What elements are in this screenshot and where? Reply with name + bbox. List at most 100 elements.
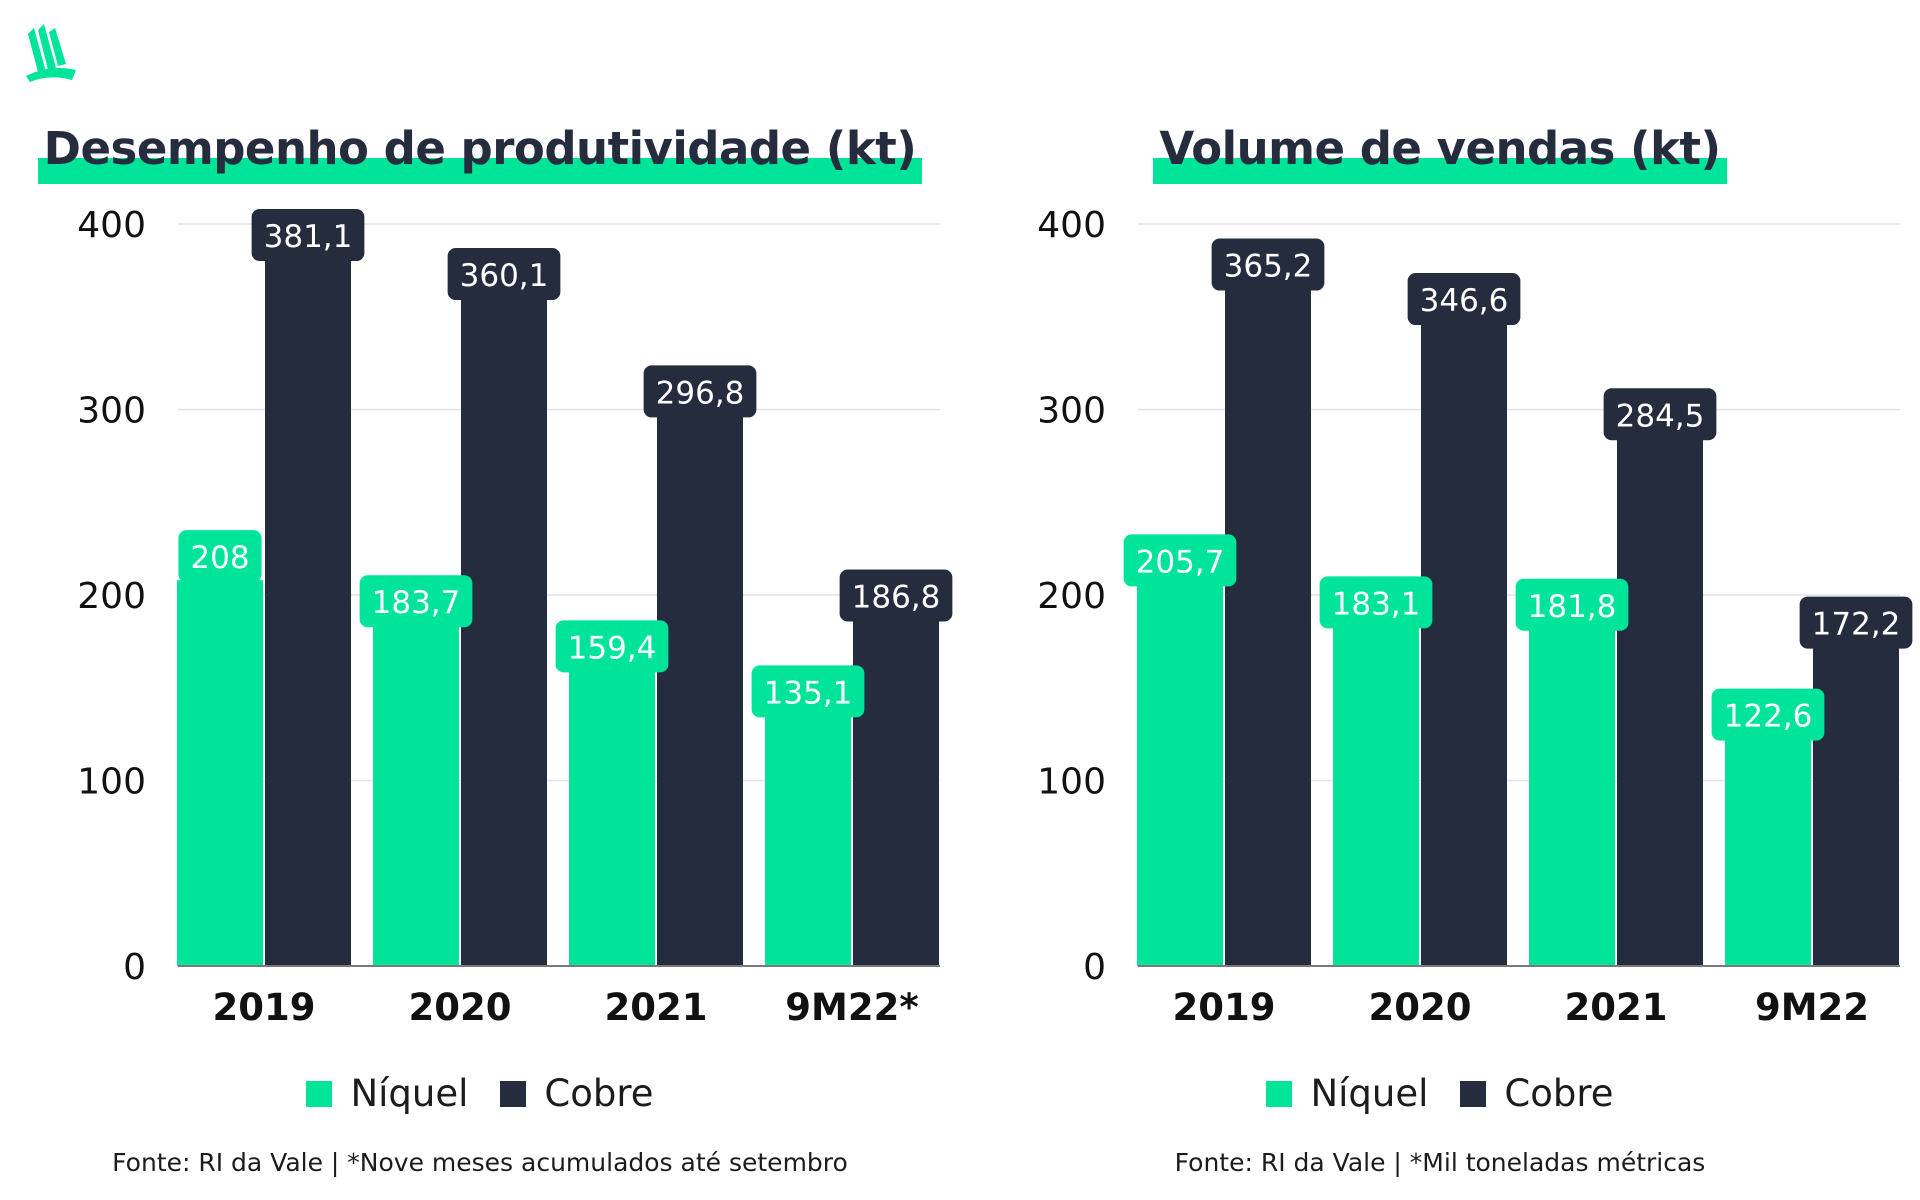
legend-item-cobre: Cobre	[1460, 1072, 1614, 1115]
chart-legend: Níquel Cobre	[0, 1072, 960, 1115]
x-tick-label: 2021	[605, 986, 708, 1029]
data-label-bg	[1603, 388, 1717, 441]
legend-item-cobre: Cobre	[500, 1072, 654, 1115]
data-label-bg	[555, 620, 669, 673]
bar-niquel	[1333, 626, 1419, 966]
legend-label-cobre: Cobre	[1504, 1072, 1614, 1115]
bar-niquel	[765, 715, 851, 966]
y-tick-label: 400	[77, 205, 146, 246]
footnote: Fonte: RI da Vale | *Nove meses acumulad…	[112, 1148, 848, 1177]
data-label-niquel: 122,6	[1711, 688, 1825, 741]
chart-title: Volume de vendas (kt)	[1153, 122, 1727, 184]
y-tick-label: 0	[123, 947, 146, 988]
legend-label-cobre: Cobre	[544, 1072, 654, 1115]
bar-cobre	[1617, 438, 1703, 966]
data-label-text: 346,6	[1420, 283, 1509, 319]
y-tick-label: 200	[77, 576, 146, 617]
chart-legend: Níquel Cobre	[960, 1072, 1920, 1115]
data-label-text: 183,7	[372, 585, 461, 621]
data-label-cobre: 186,8	[839, 569, 953, 622]
chart-title: Desempenho de produtividade (kt)	[37, 122, 923, 184]
data-label-bg	[1407, 273, 1521, 326]
legend-swatch-cobre	[500, 1080, 527, 1107]
data-label-text: 159,4	[568, 630, 657, 666]
legend-swatch-cobre	[1460, 1080, 1487, 1107]
brand-logo-icon	[26, 24, 76, 82]
data-label-bg	[447, 248, 561, 301]
data-label-cobre: 172,2	[1799, 596, 1913, 649]
data-label-bg	[839, 569, 953, 622]
bar-cobre	[1225, 288, 1311, 967]
bar-niquel	[1137, 584, 1223, 966]
data-label-bg	[1515, 578, 1629, 631]
data-label-bg	[1211, 238, 1325, 291]
data-label-bg	[178, 530, 262, 583]
legend-label-niquel: Níquel	[350, 1072, 469, 1115]
data-label-text: 381,1	[264, 219, 353, 255]
data-label-bg	[643, 365, 757, 418]
x-tick-label: 2019	[213, 986, 316, 1029]
data-label-bg	[751, 665, 865, 718]
bar-cobre	[1813, 646, 1899, 966]
bar-cobre	[657, 415, 743, 966]
y-tick-label: 400	[1037, 205, 1106, 246]
data-label-bg	[1319, 576, 1433, 629]
data-label-text: 360,1	[460, 258, 549, 294]
data-label-niquel: 208	[178, 530, 262, 583]
chart-produtividade: 0 100 200 300 400 2019 2020 2021 9M22* 208 381,1 18…	[77, 205, 953, 1029]
chart-vendas: 0 100 200 300 400 2019 2020 2021 9M22 205,7 365,2 1…	[1037, 205, 1913, 1029]
y-tick-label: 100	[77, 762, 146, 803]
data-label-text: 183,1	[1332, 586, 1421, 622]
data-label-cobre: 346,6	[1407, 273, 1521, 326]
legend-item-niquel: Níquel	[1266, 1072, 1428, 1115]
x-tick-label: 2020	[1369, 986, 1472, 1029]
data-label-cobre: 381,1	[251, 209, 365, 262]
data-label-text: 296,8	[656, 375, 745, 411]
data-label-text: 205,7	[1136, 544, 1225, 580]
bar-cobre	[853, 619, 939, 966]
y-tick-label: 100	[1037, 762, 1106, 803]
data-label-text: 365,2	[1224, 249, 1313, 285]
data-label-cobre: 365,2	[1211, 238, 1325, 291]
data-label-text: 284,5	[1616, 398, 1705, 434]
data-label-cobre: 284,5	[1603, 388, 1717, 441]
bar-cobre	[265, 259, 351, 966]
chart-panel-produtividade: Desempenho de produtividade (kt) 0 100 200…	[0, 122, 960, 1177]
data-label-text: 122,6	[1724, 699, 1813, 735]
data-label-niquel: 205,7	[1123, 534, 1237, 587]
bar-cobre	[461, 298, 547, 966]
x-tick-label: 9M22*	[785, 986, 918, 1029]
legend-swatch-niquel	[1266, 1080, 1293, 1107]
data-label-niquel: 181,8	[1515, 578, 1629, 631]
y-tick-label: 300	[77, 391, 146, 432]
y-tick-label: 300	[1037, 391, 1106, 432]
data-label-niquel: 159,4	[555, 620, 669, 673]
x-tick-label: 2021	[1565, 986, 1668, 1029]
y-tick-label: 0	[1083, 947, 1106, 988]
data-label-cobre: 296,8	[643, 365, 757, 418]
bar-niquel	[177, 580, 263, 966]
bar-niquel	[569, 670, 655, 966]
data-label-text: 172,2	[1812, 607, 1901, 643]
data-label-bg	[359, 575, 473, 628]
data-label-text: 208	[190, 540, 249, 576]
bar-niquel	[1529, 628, 1615, 966]
bar-cobre	[1421, 323, 1507, 966]
footnote: Fonte: RI da Vale | *Mil toneladas métri…	[1174, 1148, 1706, 1177]
data-label-text: 186,8	[852, 579, 941, 615]
x-tick-label: 2020	[409, 986, 512, 1029]
data-label-cobre: 360,1	[447, 248, 561, 301]
data-label-niquel: 183,7	[359, 575, 473, 628]
data-label-bg	[1123, 534, 1237, 587]
chart-panel-vendas: Volume de vendas (kt) 0 100 200 300 400 2019 2…	[960, 0, 1920, 1200]
data-label-bg	[251, 209, 365, 262]
x-tick-label: 9M22	[1755, 986, 1869, 1029]
y-tick-label: 200	[1037, 576, 1106, 617]
bar-niquel	[373, 625, 459, 966]
data-label-niquel: 135,1	[751, 665, 865, 718]
legend-swatch-niquel	[306, 1080, 333, 1107]
legend-label-niquel: Níquel	[1310, 1072, 1429, 1115]
data-label-text: 135,1	[764, 675, 853, 711]
data-label-niquel: 183,1	[1319, 576, 1433, 629]
legend-item-niquel: Níquel	[306, 1072, 468, 1115]
